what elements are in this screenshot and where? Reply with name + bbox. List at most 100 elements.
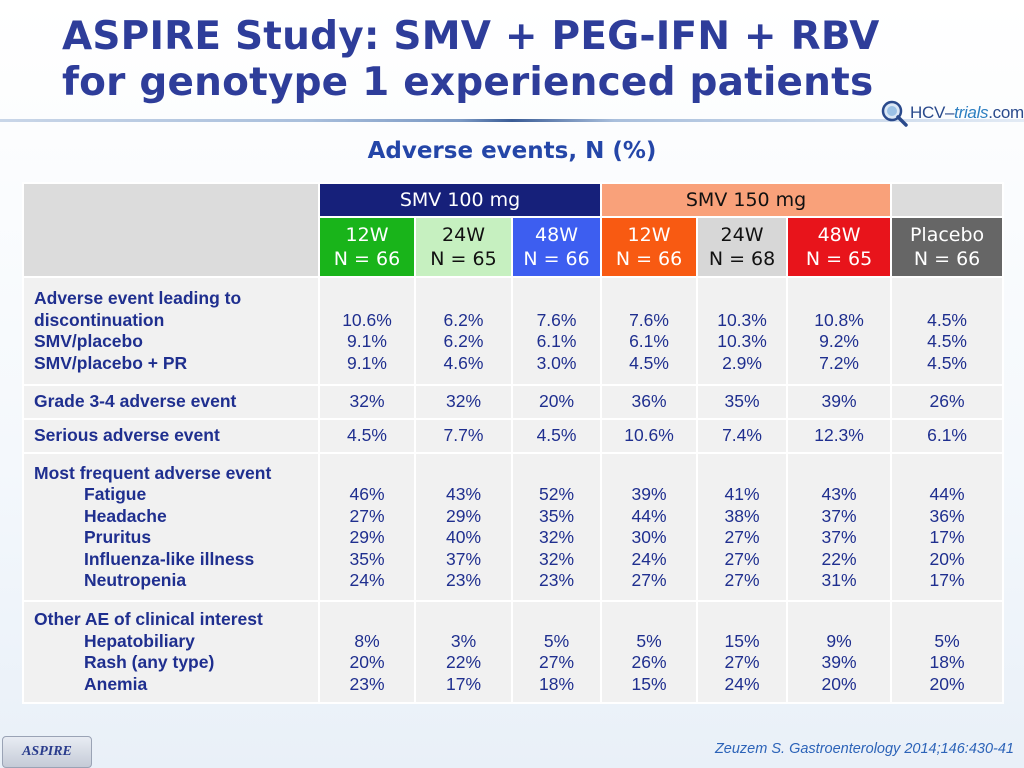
spacer xyxy=(698,463,786,485)
column-duration: 24W xyxy=(442,224,485,246)
value-text: 6.2% xyxy=(443,331,484,351)
table-row: Grade 3-4 adverse event 32% 32% 20% 36% 35% 39… xyxy=(22,384,1005,420)
value-text: 43% xyxy=(821,484,857,504)
column-duration: 48W xyxy=(817,224,861,246)
value-text: 24% xyxy=(724,673,760,694)
value-text: 27% xyxy=(349,505,385,526)
group-header-row: SMV 100 mg SMV 150 mg xyxy=(22,182,1005,278)
spacer xyxy=(788,609,890,631)
value-text: 4.5% xyxy=(927,309,967,330)
value-text: 30% xyxy=(631,527,667,547)
value-text: 6.1% xyxy=(927,425,967,446)
col-placebo-header: Placebo N = 66 xyxy=(890,216,1005,278)
value-text: 32% xyxy=(539,527,575,547)
value-text: 9.1% xyxy=(347,331,387,351)
value-cell: 46% 27% 29% 35% 24% xyxy=(318,452,416,602)
value-text: 44% xyxy=(929,484,965,504)
smv100-group-header: SMV 100 mg xyxy=(317,182,603,218)
value-text: 38% xyxy=(724,505,760,526)
column-n: N = 66 xyxy=(913,248,981,270)
value-cell: 10.3% 10.3% 2.9% xyxy=(696,276,789,386)
value-text: 26% xyxy=(929,391,965,412)
spacer xyxy=(416,609,511,631)
value-cell: 6.2% 6.2% 4.6% xyxy=(414,276,513,386)
citation: Zeuzem S. Gastroenterology 2014;146:430-… xyxy=(714,741,1014,757)
column-duration: 12W xyxy=(345,224,389,246)
value-text: 20% xyxy=(929,673,965,694)
value-text: 26% xyxy=(631,652,667,672)
value-cell: 41% 38% 27% 27% 27% xyxy=(696,452,789,602)
column-header-row: 12W N = 66 24W N = 65 48W N = 66 12W N = 66 24W N… xyxy=(23,216,1005,278)
value-cell: 5% 18% 20% xyxy=(890,600,1005,704)
spacer xyxy=(698,288,786,310)
value-text: 20% xyxy=(821,673,857,694)
value-text: 23% xyxy=(539,570,575,590)
table-row: Other AE of clinical interest Hepatobilia… xyxy=(22,600,1005,704)
value-text: 9% xyxy=(826,630,852,651)
row-sublabel: Fatigue xyxy=(84,484,147,504)
spacer xyxy=(513,463,600,485)
spacer xyxy=(892,288,1002,310)
row-label: Adverse event leading to xyxy=(34,288,242,308)
value-text: 17% xyxy=(929,527,965,547)
row-sublabel: Influenza-like illness xyxy=(84,548,255,569)
row-sublabel: Hepatobiliary xyxy=(84,630,195,651)
value-cell: 4.5% xyxy=(318,418,416,454)
value-text: 43% xyxy=(445,484,482,504)
value-text: 35% xyxy=(539,505,575,526)
spacer xyxy=(320,463,414,485)
value-text: 17% xyxy=(445,673,482,694)
spacer xyxy=(788,463,890,485)
value-text: 6.1% xyxy=(629,331,669,351)
page-title-line1: ASPIRE Study: SMV + PEG-IFN + RBV xyxy=(62,14,880,59)
spacer xyxy=(513,288,600,310)
value-cell: 15% 27% 24% xyxy=(696,600,789,704)
value-cell: 5% 26% 15% xyxy=(600,600,699,704)
value-text: 40% xyxy=(445,527,482,547)
spacer xyxy=(788,288,890,310)
value-cell: 10.6% xyxy=(600,418,699,454)
value-cell: 7.6% 6.1% 4.5% xyxy=(600,276,699,386)
value-text: 9.2% xyxy=(819,331,859,351)
row-label: Serious adverse event xyxy=(34,425,220,446)
row-sublabel: Headache xyxy=(84,505,167,526)
row-label-cell: Serious adverse event xyxy=(22,418,320,454)
value-text: 27% xyxy=(539,652,575,672)
value-text: 29% xyxy=(445,505,482,526)
table-row: Adverse event leading to discontinuation S… xyxy=(22,276,1005,386)
value-text: 32% xyxy=(539,548,575,569)
row-sublabel: Neutropenia xyxy=(84,570,187,590)
value-cell: 36% xyxy=(600,384,699,420)
row-label: Most frequent adverse event xyxy=(34,462,272,483)
row-label-cell: Adverse event leading to discontinuation S… xyxy=(22,276,320,386)
study-tab[interactable]: ASPIRE xyxy=(2,736,92,768)
value-text: 41% xyxy=(724,484,760,504)
value-text: 37% xyxy=(821,527,857,547)
value-text: 3.0% xyxy=(536,352,577,373)
value-text: 27% xyxy=(724,527,760,547)
value-text: 46% xyxy=(349,484,385,504)
value-text: 6.1% xyxy=(536,331,577,351)
row-label: Other AE of clinical interest xyxy=(34,609,263,629)
value-text: 10.3% xyxy=(717,331,767,351)
column-n: N = 66 xyxy=(333,248,401,270)
value-text: 10.6% xyxy=(624,425,674,446)
row-label: SMV/placebo xyxy=(34,331,143,351)
spacer xyxy=(698,609,786,631)
row-label-cell: Most frequent adverse event Fatigue Headac… xyxy=(22,452,320,602)
value-text: 15% xyxy=(631,673,667,694)
value-text: 20% xyxy=(929,548,965,569)
value-text: 10.3% xyxy=(717,309,767,330)
value-text: 20% xyxy=(349,652,385,672)
value-text: 12.3% xyxy=(814,425,864,446)
column-n: N = 66 xyxy=(523,248,590,270)
logo-text: HCV–trials.com xyxy=(910,103,1024,122)
row-label: SMV/placebo + PR xyxy=(34,352,188,373)
value-cell: 3% 22% 17% xyxy=(414,600,513,704)
spacer xyxy=(320,609,414,631)
value-cell: 10.8% 9.2% 7.2% xyxy=(786,276,893,386)
table-caption: Adverse events, N (%) xyxy=(367,138,657,164)
spacer xyxy=(320,288,414,310)
value-text: 10.6% xyxy=(342,309,392,330)
